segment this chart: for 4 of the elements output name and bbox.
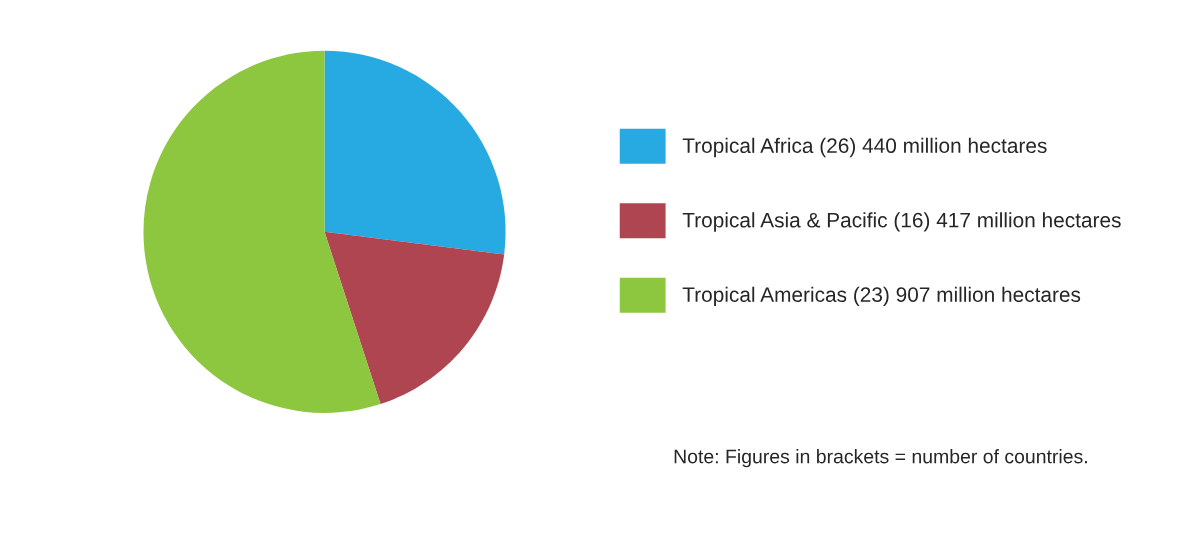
legend-label: Tropical Asia & Pacific (16) 417 million hectares: [682, 212, 1121, 232]
legend-label: Tropical Americas (23) 907 million hectares: [682, 286, 1081, 307]
legend-label: Tropical Africa (26) 440 million hectares: [682, 137, 1047, 158]
text: Note: Figures in brackets = number of countries.: [674, 449, 1087, 468]
